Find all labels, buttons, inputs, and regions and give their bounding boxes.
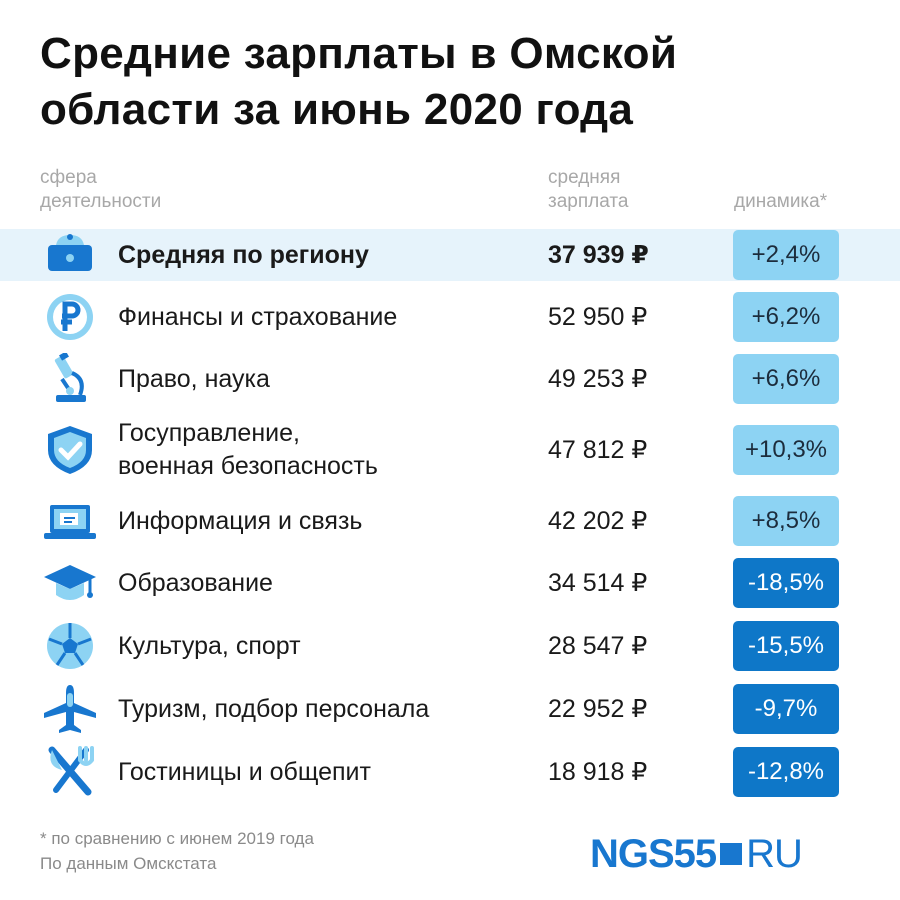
- logo-text-ngs55: NGS55: [590, 831, 717, 876]
- dynamics-badge: +8,5%: [733, 496, 839, 546]
- column-header-sphere-line-2: деятельности: [40, 191, 162, 212]
- salary-value: 49 253 ₽: [548, 365, 648, 393]
- graduation-cap-icon: [40, 557, 100, 609]
- table-row: Культура, спорт 28 547 ₽ -15,5%: [0, 620, 900, 672]
- dynamics-badge: -15,5%: [733, 621, 839, 671]
- salary-value: 52 950 ₽: [548, 303, 648, 331]
- dynamics-badge: +6,6%: [733, 354, 839, 404]
- dynamics-badge: -9,7%: [733, 684, 839, 734]
- sphere-name-line-1: Культура, спорт: [118, 631, 301, 660]
- airplane-icon: [40, 683, 100, 735]
- dynamics-badge: +10,3%: [733, 425, 839, 475]
- column-header-salary-line-1: средняя: [548, 167, 621, 188]
- sphere-name-line-1: Финансы и страхование: [118, 302, 398, 331]
- table-row: Средняя по региону 37 939 ₽ +2,4%: [0, 229, 900, 281]
- salary-value: 37 939 ₽: [548, 241, 649, 269]
- table-row: Право, наука 49 253 ₽ +6,6%: [0, 353, 900, 405]
- table-row: Туризм, подбор персонала 22 952 ₽ -9,7%: [0, 683, 900, 735]
- sphere-name-line-1: Образование: [118, 568, 273, 597]
- laptop-icon: [40, 495, 100, 547]
- salary-value: 47 812 ₽: [548, 436, 648, 464]
- ngs55-logo: NGS55 RU: [590, 831, 803, 876]
- dynamics-badge: +2,4%: [733, 230, 839, 280]
- sphere-name-line-1: Информация и связь: [118, 506, 363, 535]
- logo-square: [720, 843, 743, 865]
- table-row: Госуправление, военная безопасность 47 812…: [0, 419, 900, 481]
- dynamics-badge: +6,2%: [733, 292, 839, 342]
- sphere-name: Госуправление, военная безопасность: [118, 419, 538, 481]
- salary-value: 22 952 ₽: [548, 695, 648, 723]
- microscope-icon: [40, 353, 100, 405]
- sphere-name: Право, наука: [118, 353, 538, 405]
- sphere-name-line-1: Гостиницы и общепит: [118, 757, 371, 786]
- title-line-2: области за июнь 2020 года: [40, 85, 634, 134]
- dynamics-badge: -12,8%: [733, 747, 839, 797]
- sphere-name-line-1: Право, наука: [118, 364, 270, 393]
- table-row: Информация и связь 42 202 ₽ +8,5%: [0, 495, 900, 547]
- salary-value: 28 547 ₽: [548, 632, 648, 660]
- table-row: Образование 34 514 ₽ -18,5%: [0, 557, 900, 609]
- sphere-name: Информация и связь: [118, 495, 538, 547]
- column-header-sphere: сфера деятельности: [40, 166, 280, 214]
- wallet-icon: [40, 229, 100, 281]
- soccer-ball-icon: [40, 620, 100, 672]
- sphere-name-line-1: Госуправление,: [118, 419, 300, 447]
- logo-text-ru: RU: [746, 831, 803, 876]
- page-title: Средние зарплаты в Омской области за июн…: [40, 26, 880, 138]
- sphere-name-line-1: Средняя по региону: [118, 240, 369, 269]
- sphere-name: Образование: [118, 557, 538, 609]
- column-header-salary-line-2: зарплата: [548, 191, 629, 212]
- column-header-dynamics: динамика*: [734, 191, 828, 212]
- salary-value: 18 918 ₽: [548, 758, 648, 786]
- salary-value: 34 514 ₽: [548, 569, 648, 597]
- table-row: Гостиницы и общепит 18 918 ₽ -12,8%: [0, 746, 900, 798]
- footnote-comparison: * по сравнению с июнем 2019 года: [40, 829, 314, 848]
- footnote-source: По данным Омскстата: [40, 854, 217, 873]
- footnote: * по сравнению с июнем 2019 года По данн…: [40, 826, 314, 876]
- fork-knife-icon: [40, 746, 100, 798]
- salary-value: 42 202 ₽: [548, 507, 648, 535]
- column-header-sphere-line-1: сфера: [40, 167, 97, 188]
- sphere-name: Средняя по региону: [118, 229, 538, 281]
- sphere-name: Финансы и страхование: [118, 291, 538, 343]
- sphere-name: Туризм, подбор персонала: [118, 683, 538, 735]
- sphere-name-line-2: военная безопасность: [118, 452, 378, 480]
- table-row: Финансы и страхование 52 950 ₽ +6,2%: [0, 291, 900, 343]
- sphere-name: Гостиницы и общепит: [118, 746, 538, 798]
- ruble-coin-icon: [40, 291, 100, 343]
- dynamics-badge: -18,5%: [733, 558, 839, 608]
- sphere-name: Культура, спорт: [118, 620, 538, 672]
- title-line-1: Средние зарплаты в Омской: [40, 29, 678, 78]
- sphere-name-line-1: Туризм, подбор персонала: [118, 694, 430, 723]
- column-header-salary: средняя зарплата: [548, 166, 698, 214]
- shield-check-icon: [40, 424, 100, 476]
